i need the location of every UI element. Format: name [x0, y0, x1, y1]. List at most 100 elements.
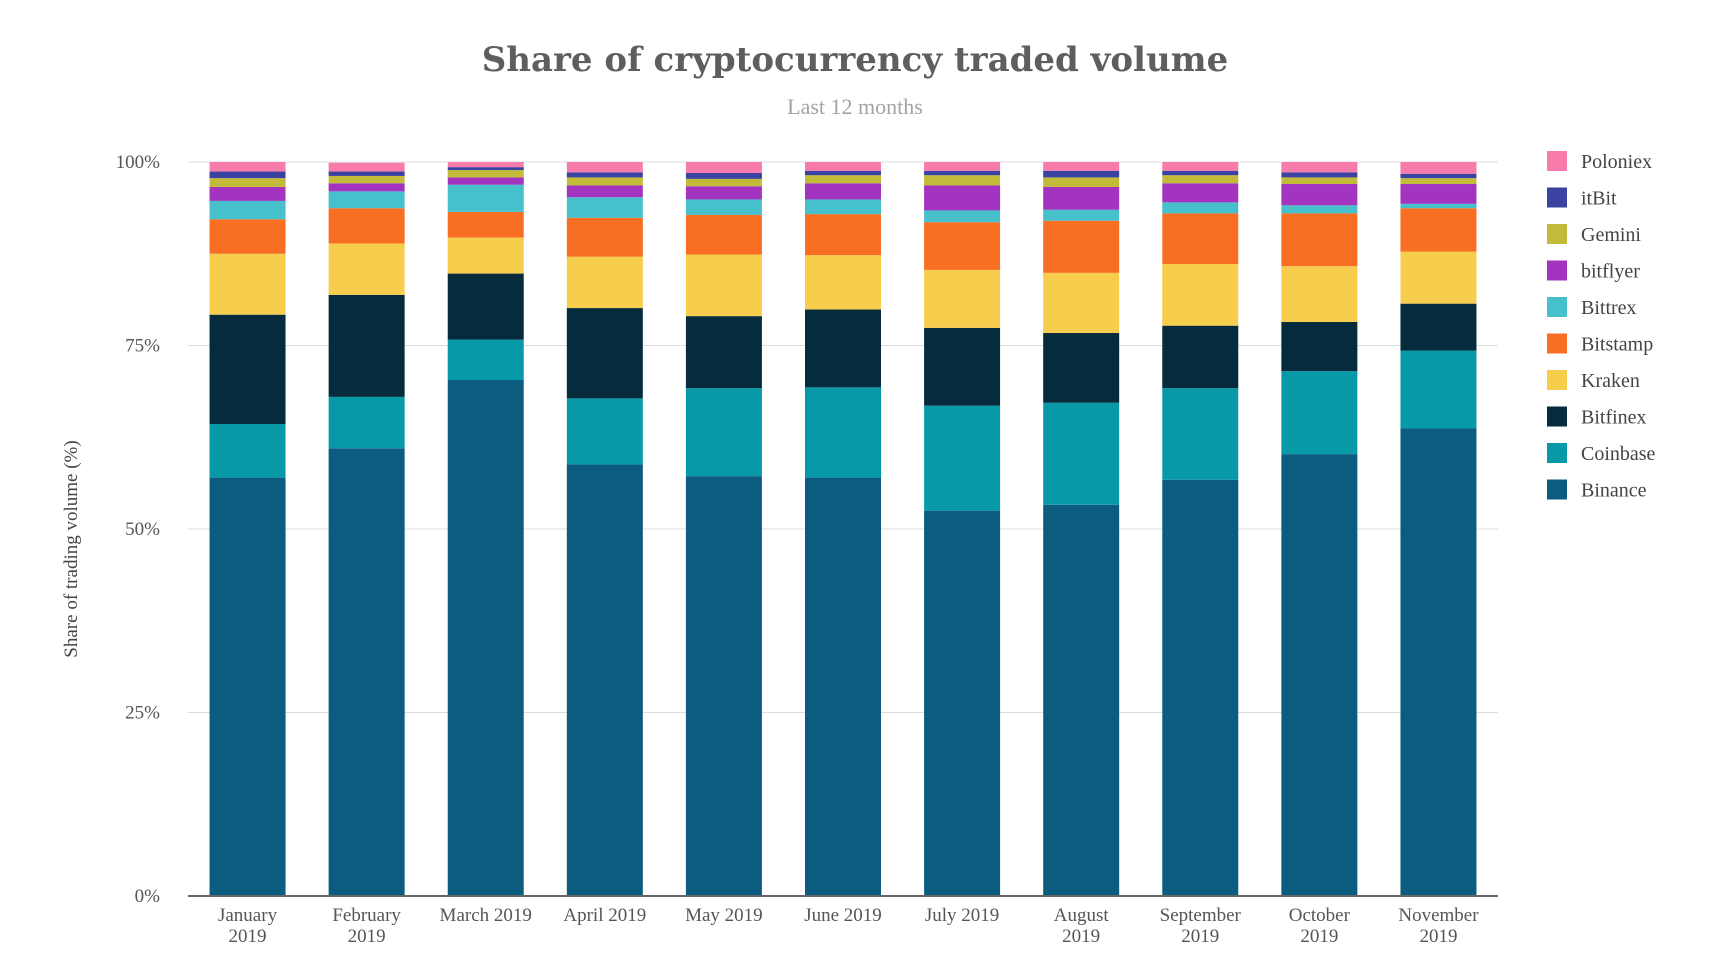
bar-bitfinex	[1162, 325, 1239, 389]
legend-label-bitflyer: bitflyer	[1581, 261, 1640, 283]
bar-kraken	[1400, 251, 1477, 304]
bar-itbit	[805, 170, 881, 176]
bar-itbit	[209, 171, 286, 179]
x-tick-label-line: 2019	[1300, 926, 1338, 947]
chart-subtitle: Last 12 months	[787, 94, 923, 119]
legend-swatch-poloniex	[1547, 151, 1567, 171]
x-tick-label-line: February	[332, 905, 401, 926]
bar-kraken	[805, 255, 881, 310]
bar-coinbase	[1400, 350, 1477, 429]
bar-binance	[1400, 428, 1477, 896]
bar-bitflyer	[1400, 184, 1477, 204]
bar-bittrex	[566, 197, 643, 218]
bar-poloniex	[209, 162, 286, 172]
bar-coinbase	[1162, 388, 1239, 480]
bar-itbit	[1400, 173, 1477, 179]
bar-kraken	[1043, 272, 1120, 334]
bar-coinbase	[209, 424, 286, 478]
bar-binance	[685, 476, 762, 896]
bar-bitstamp	[566, 217, 643, 257]
x-tick-label-line: October	[1289, 905, 1351, 926]
bar-bittrex	[1043, 209, 1120, 221]
bar-bittrex	[685, 199, 762, 215]
x-tick-label-line: August	[1054, 905, 1110, 926]
bar-bitstamp	[1043, 220, 1120, 273]
bar-binance	[328, 448, 405, 896]
bar-bitflyer	[924, 185, 1001, 211]
bar-bitstamp	[447, 211, 524, 238]
bar-poloniex	[1400, 162, 1477, 174]
bar-gemini	[685, 178, 762, 187]
chart-title: Share of cryptocurrency traded volume	[481, 40, 1229, 80]
bar-coinbase	[1281, 371, 1358, 455]
legend-label-bitfinex: Bitfinex	[1581, 407, 1647, 429]
bar-binance	[566, 464, 643, 896]
bar-bitstamp	[1400, 208, 1477, 252]
legend-label-coinbase: Coinbase	[1581, 443, 1656, 465]
bar-coinbase	[924, 405, 1001, 511]
bar-bittrex	[447, 184, 524, 212]
legend-swatch-bittrex	[1547, 297, 1567, 317]
legend-swatch-bitflyer	[1547, 260, 1567, 281]
bar-coinbase	[685, 388, 762, 477]
bar-bitstamp	[328, 208, 405, 244]
bar-gemini	[924, 175, 1001, 186]
legend-swatch-coinbase	[1547, 443, 1567, 463]
x-tick-label-line: 2019	[348, 926, 386, 947]
bar-bittrex	[328, 191, 405, 209]
bar-binance	[924, 510, 1001, 896]
x-tick-label-line: July 2019	[925, 905, 999, 926]
bar-itbit	[1281, 172, 1358, 178]
bar-gemini	[447, 170, 524, 178]
bar-bittrex	[805, 199, 881, 215]
bar-kraken	[1281, 266, 1358, 323]
bar-bitfinex	[685, 316, 762, 389]
bar-binance	[1162, 479, 1239, 896]
x-tick-label-line: January	[218, 905, 278, 926]
bar-bitfinex	[209, 314, 286, 425]
bar-bitfinex	[1400, 303, 1477, 351]
bar-kraken	[328, 243, 405, 295]
bar-kraken	[924, 269, 1001, 328]
legend-label-binance: Binance	[1581, 480, 1647, 502]
bar-bitfinex	[1281, 322, 1358, 372]
bar-bitstamp	[209, 219, 286, 254]
bar-itbit	[1043, 170, 1120, 178]
x-tick-label: March 2019	[440, 905, 532, 926]
bar-poloniex	[447, 162, 524, 168]
x-tick-label: July 2019	[925, 905, 999, 926]
bar-itbit	[566, 172, 643, 178]
y-tick-label: 100%	[116, 152, 161, 173]
x-tick-label: February 2019	[332, 905, 401, 947]
bar-coinbase	[328, 396, 405, 449]
x-tick-label-line: 2019	[229, 926, 267, 947]
bar-poloniex	[328, 162, 405, 172]
bar-bitfinex	[805, 309, 881, 388]
bar-bitflyer	[1043, 186, 1120, 210]
y-axis-label: Share of trading volume (%)	[61, 440, 82, 657]
legend-label-poloniex: Poloniex	[1581, 151, 1652, 173]
bar-binance	[1043, 504, 1120, 896]
bar-bitfinex	[924, 327, 1001, 406]
bar-gemini	[1281, 177, 1358, 185]
bar-coinbase	[447, 339, 524, 380]
bar-poloniex	[685, 162, 762, 174]
x-tick-label: May 2019	[685, 905, 763, 926]
bar-gemini	[566, 177, 643, 186]
bar-bittrex	[209, 200, 286, 220]
x-tick-label: April 2019	[563, 905, 646, 926]
legend-swatch-kraken	[1547, 370, 1567, 390]
bar-kraken	[209, 253, 286, 315]
x-tick-label: November 2019	[1398, 905, 1479, 947]
bar-coinbase	[805, 387, 881, 478]
bar-bittrex	[1162, 202, 1239, 214]
bar-gemini	[328, 175, 405, 184]
bar-binance	[805, 477, 881, 896]
bar-bitstamp	[685, 214, 762, 255]
bar-bitfinex	[1043, 333, 1120, 403]
bar-bitstamp	[805, 214, 881, 256]
bar-bitflyer	[685, 186, 762, 200]
bar-bittrex	[1281, 205, 1358, 214]
bar-bitstamp	[1281, 213, 1358, 267]
